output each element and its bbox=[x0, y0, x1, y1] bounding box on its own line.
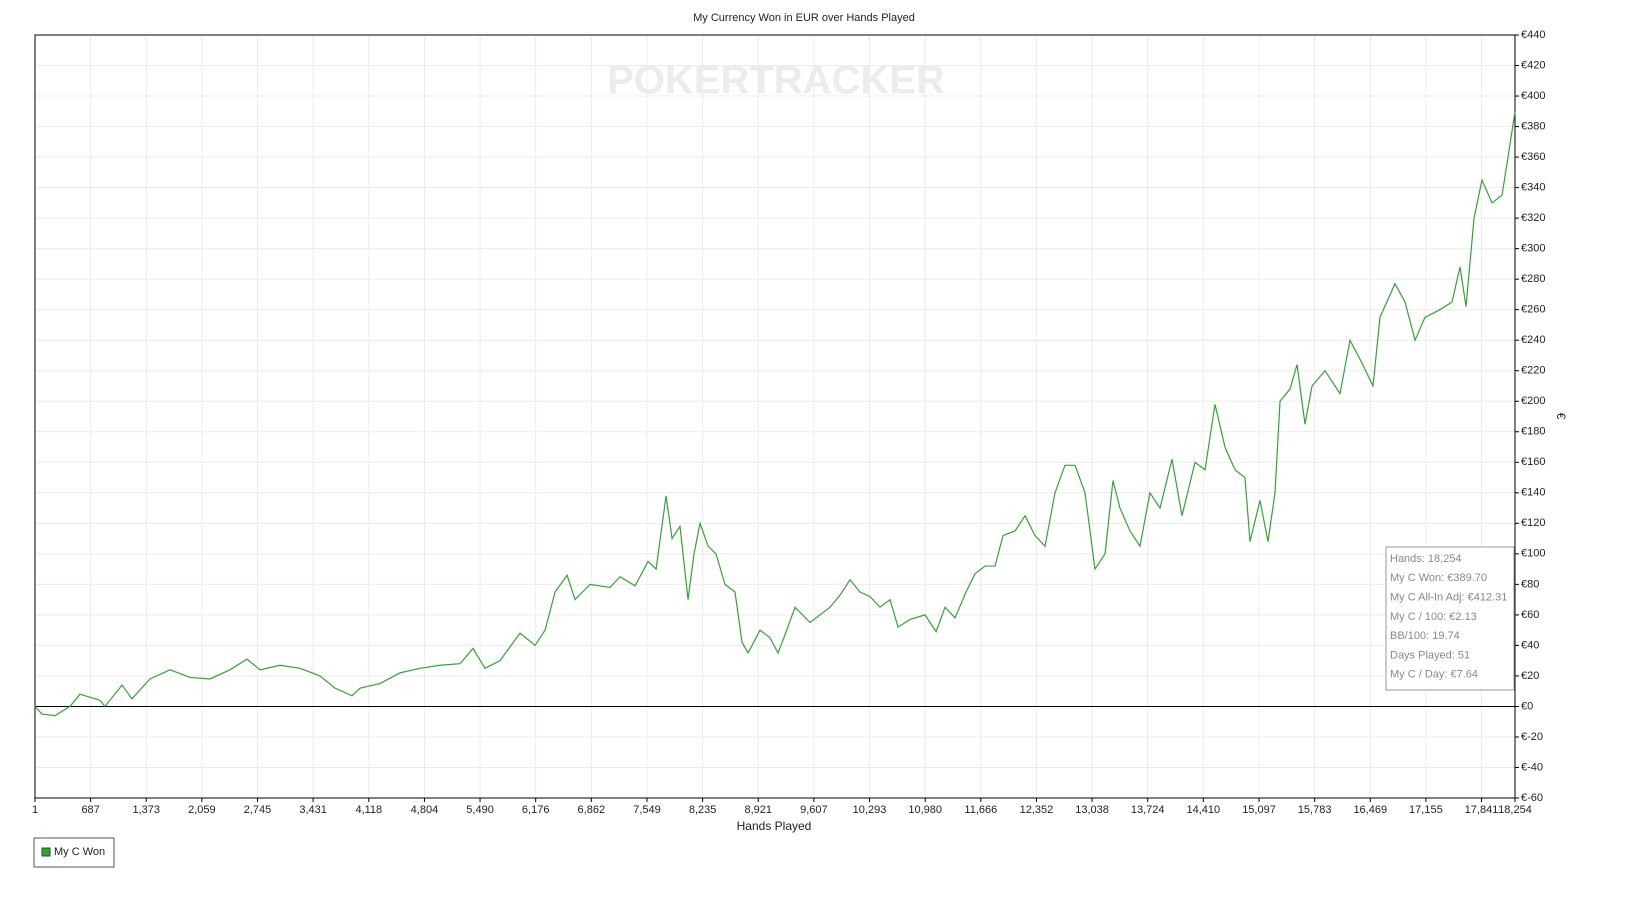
x-tick-label: 7,549 bbox=[633, 804, 661, 816]
y-tick-label: €200 bbox=[1521, 395, 1545, 407]
info-line: My C All-In Adj: €412.31 bbox=[1390, 592, 1507, 604]
y-tick-label: €100 bbox=[1521, 548, 1545, 560]
y-tick-label: €400 bbox=[1521, 90, 1545, 102]
y-tick-label: €440 bbox=[1521, 29, 1545, 41]
x-tick-label: 4,118 bbox=[355, 804, 382, 816]
x-tick-label: 9,607 bbox=[800, 804, 828, 816]
y-tick-label: €180 bbox=[1521, 426, 1545, 438]
y-tick-label: €220 bbox=[1521, 365, 1545, 377]
x-tick-label: 14,410 bbox=[1186, 804, 1220, 816]
y-tick-label: €-40 bbox=[1521, 761, 1543, 773]
y-tick-label: €240 bbox=[1521, 334, 1545, 346]
y-tick-label: €80 bbox=[1521, 578, 1539, 590]
y-tick-label: €320 bbox=[1521, 212, 1545, 224]
x-tick-label: 16,469 bbox=[1353, 804, 1387, 816]
y-tick-label: €20 bbox=[1521, 670, 1539, 682]
plot-frame bbox=[34, 34, 1516, 799]
y-tick-label: €40 bbox=[1521, 639, 1539, 651]
info-line: BB/100: 19.74 bbox=[1390, 630, 1460, 642]
x-tick-label: 12,352 bbox=[1020, 804, 1054, 816]
x-tick-label: 2,059 bbox=[188, 804, 216, 816]
y-tick-label: €420 bbox=[1521, 59, 1545, 71]
x-axis-label: Hands Played bbox=[737, 819, 812, 833]
x-tick-label: 10,293 bbox=[853, 804, 887, 816]
y-tick-label: €380 bbox=[1521, 120, 1545, 132]
x-tick-label: 11,666 bbox=[964, 804, 997, 816]
y-tick-label: €120 bbox=[1521, 517, 1545, 529]
y-tick-label: €140 bbox=[1521, 487, 1545, 499]
info-line: Hands: 18,254 bbox=[1390, 553, 1462, 565]
y-tick-label: €360 bbox=[1521, 151, 1545, 163]
y-tick-label: €60 bbox=[1521, 609, 1539, 621]
x-tick-label: 687 bbox=[81, 804, 99, 816]
x-tick-label: 3,431 bbox=[299, 804, 327, 816]
legend-swatch bbox=[41, 847, 51, 857]
x-tick-label: 4,804 bbox=[411, 804, 439, 816]
y-tick-label: €160 bbox=[1521, 456, 1545, 468]
x-tick-label: 8,921 bbox=[744, 804, 772, 816]
x-tick-label: 1,373 bbox=[132, 804, 160, 816]
chart-title: My Currency Won in EUR over Hands Played bbox=[693, 12, 915, 24]
y-tick-label: €-20 bbox=[1521, 731, 1543, 743]
y-tick-label: €340 bbox=[1521, 182, 1545, 194]
x-tick-label: 15,097 bbox=[1242, 804, 1276, 816]
x-tick-label: 2,745 bbox=[244, 804, 272, 816]
y-axis-label: € bbox=[1554, 413, 1568, 420]
x-tick-label: 6,862 bbox=[578, 804, 606, 816]
y-tick-label: €280 bbox=[1521, 273, 1545, 285]
info-box bbox=[1385, 546, 1515, 691]
x-tick-label: 1 bbox=[32, 804, 38, 816]
x-tick-label: 10,980 bbox=[908, 804, 942, 816]
info-line: My C / 100: €2.13 bbox=[1390, 611, 1477, 623]
series-line bbox=[34, 111, 1516, 717]
x-tick-label: 6,176 bbox=[522, 804, 550, 816]
info-line: Days Played: 51 bbox=[1390, 649, 1470, 661]
x-tick-label: 8,235 bbox=[689, 804, 717, 816]
x-tick-label: 18,254 bbox=[1498, 804, 1532, 816]
y-tick-label: €300 bbox=[1521, 243, 1545, 255]
y-tick-label: €0 bbox=[1521, 700, 1533, 712]
info-line: My C Won: €389.70 bbox=[1390, 572, 1487, 584]
legend-label: My C Won bbox=[54, 846, 105, 858]
x-tick-label: 15,783 bbox=[1298, 804, 1332, 816]
info-line: My C / Day: €7.64 bbox=[1390, 669, 1478, 681]
x-tick-label: 17,155 bbox=[1409, 804, 1443, 816]
y-tick-label: €-60 bbox=[1521, 792, 1543, 804]
x-tick-label: 13,038 bbox=[1075, 804, 1109, 816]
x-tick-label: 5,490 bbox=[466, 804, 494, 816]
y-tick-label: €260 bbox=[1521, 304, 1545, 316]
x-tick-label: 17,841 bbox=[1465, 804, 1499, 816]
x-tick-label: 13,724 bbox=[1131, 804, 1165, 816]
